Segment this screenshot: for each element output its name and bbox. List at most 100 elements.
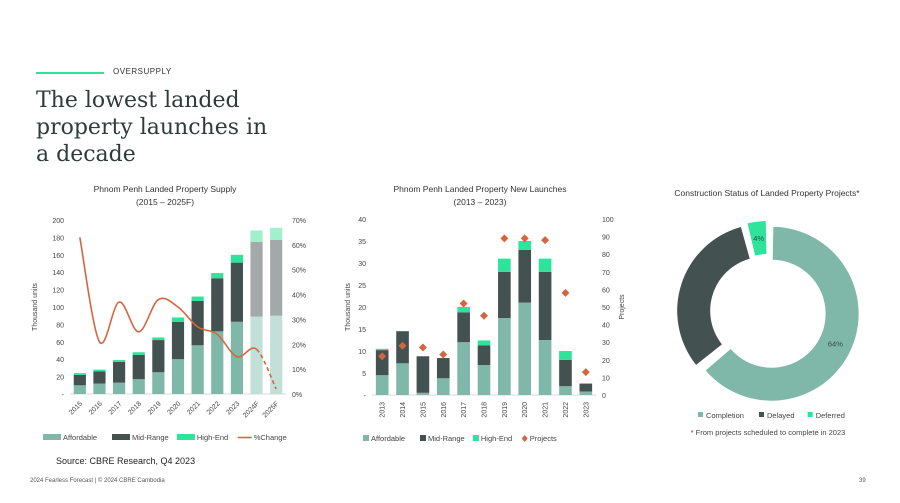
- bar-affordable: [457, 342, 470, 395]
- x-tick-label: 2025F: [262, 400, 281, 419]
- legend-label-affordable: Affordable: [63, 433, 97, 442]
- chart-title: Phnom Penh Landed Property Supply: [94, 184, 237, 194]
- source-note: Source: CBRE Research, Q4 2023: [56, 456, 196, 466]
- y-tick-label: 20: [56, 375, 64, 382]
- bar-affordable: [498, 318, 511, 395]
- bar-mid-range: [436, 358, 450, 379]
- y-tick-label: -: [364, 393, 367, 400]
- x-tick-label: 2024F: [242, 400, 261, 419]
- y2-tick-label: 10: [602, 375, 610, 382]
- project-marker: [500, 234, 509, 243]
- bar-mid-range: [538, 271, 552, 340]
- new-launches-chart: Phnom Penh Landed Property New Launches (…: [345, 184, 626, 443]
- y2-tick-label: 60: [602, 287, 610, 294]
- y-tick-label: -: [62, 392, 65, 399]
- bar-high-end: [93, 369, 106, 372]
- y-tick-label: 40: [358, 217, 366, 224]
- x-tick-label: 2016: [441, 402, 448, 418]
- bar-affordable: [477, 365, 491, 395]
- legend-label-mid-range: Mid-Range: [132, 433, 169, 442]
- bar-high-end: [559, 351, 572, 360]
- bar-high-end: [250, 230, 263, 242]
- y-tick-label: 140: [52, 270, 64, 277]
- bar-affordable: [171, 359, 185, 394]
- y2-tick-label: 0: [602, 393, 606, 400]
- bar-affordable: [538, 340, 552, 395]
- bar-affordable: [559, 386, 572, 395]
- bar-affordable: [396, 363, 409, 395]
- donut-slice-completion: [705, 226, 859, 401]
- bar-mid-range: [171, 321, 185, 360]
- bar-high-end: [538, 258, 552, 272]
- y-tick-label: 5: [362, 371, 366, 378]
- bar-high-end: [171, 317, 185, 322]
- y-tick-label: 15: [358, 327, 366, 334]
- change-line: [79, 237, 258, 358]
- legend-swatch: [759, 412, 764, 417]
- x-tick-label: 2019: [147, 400, 163, 416]
- y-tick-label: 10: [358, 349, 366, 356]
- legend-label-projects: Projects: [530, 434, 557, 443]
- y-axis-label: Thousand units: [32, 283, 39, 331]
- y-tick-label: 40: [56, 357, 64, 364]
- project-marker: [418, 343, 427, 352]
- donut-slice-deferred: [747, 221, 767, 256]
- y-tick-label: 160: [52, 253, 64, 260]
- y-tick-label: 200: [52, 218, 64, 225]
- bar-high-end: [498, 258, 511, 272]
- x-tick-label: 2023: [225, 400, 241, 416]
- legend-label-high-end: High-End: [481, 434, 512, 443]
- legend-label-delayed: Delayed: [767, 411, 795, 420]
- construction-status-chart: Construction Status of Landed Property P…: [674, 188, 860, 437]
- project-marker: [439, 350, 448, 359]
- legend-label-high-end: High-End: [197, 433, 228, 442]
- bar-mid-range: [579, 384, 593, 392]
- bar-high-end: [191, 296, 204, 301]
- bar-affordable: [436, 378, 450, 395]
- bar-affordable: [250, 316, 263, 394]
- project-marker: [378, 352, 387, 361]
- bar-mid-range: [73, 374, 86, 386]
- bar-high-end: [375, 348, 389, 351]
- bar-mid-range: [457, 312, 470, 343]
- y-tick-label: 100: [52, 305, 64, 312]
- bar-high-end: [477, 340, 491, 346]
- bar-mid-range: [250, 241, 263, 317]
- x-tick-label: 2023: [583, 402, 590, 418]
- x-tick-label: 2017: [108, 400, 124, 416]
- y-tick-label: 80: [56, 322, 64, 329]
- project-marker: [541, 236, 550, 245]
- legend-label-completion: Completion: [706, 411, 744, 420]
- legend-swatch: [112, 434, 130, 440]
- y2-tick-label: 100: [602, 217, 614, 224]
- donut-slice-label: 64%: [828, 340, 843, 349]
- y2-tick-label: 50: [602, 305, 610, 312]
- y2-tick-label: 10%: [292, 367, 306, 374]
- legend-label-deferred: Deferred: [816, 411, 845, 420]
- y2-tick-label: 90: [602, 235, 610, 242]
- donut-slice-label: 4%: [753, 234, 764, 243]
- y2-tick-label: 50%: [292, 268, 306, 275]
- bar-affordable: [191, 345, 204, 394]
- x-tick-label: 2022: [206, 400, 222, 416]
- y2-tick-label: 20: [602, 358, 610, 365]
- bar-mid-range: [191, 300, 204, 346]
- bar-affordable: [375, 375, 389, 395]
- project-marker: [480, 311, 488, 320]
- chart-subtitle: (2015 – 2025F): [136, 197, 194, 207]
- bar-mid-range: [211, 278, 224, 332]
- project-marker: [520, 234, 529, 243]
- bar-affordable: [579, 391, 593, 395]
- chart-title: Phnom Penh Landed Property New Launches: [394, 184, 567, 194]
- footer-text: 2024 Fearless Forecast | © 2024 CBRE Cam…: [30, 478, 165, 484]
- bar-high-end: [211, 273, 224, 279]
- bar-mid-range: [477, 345, 491, 366]
- bar-affordable: [518, 302, 532, 395]
- x-tick-label: 2014: [400, 402, 407, 418]
- x-tick-label: 2015: [420, 402, 427, 418]
- x-tick-label: 2019: [502, 402, 509, 418]
- bar-affordable: [93, 383, 106, 394]
- x-tick-label: 2021: [543, 402, 550, 418]
- bar-high-end: [518, 241, 532, 250]
- y2-tick-label: 60%: [292, 243, 306, 250]
